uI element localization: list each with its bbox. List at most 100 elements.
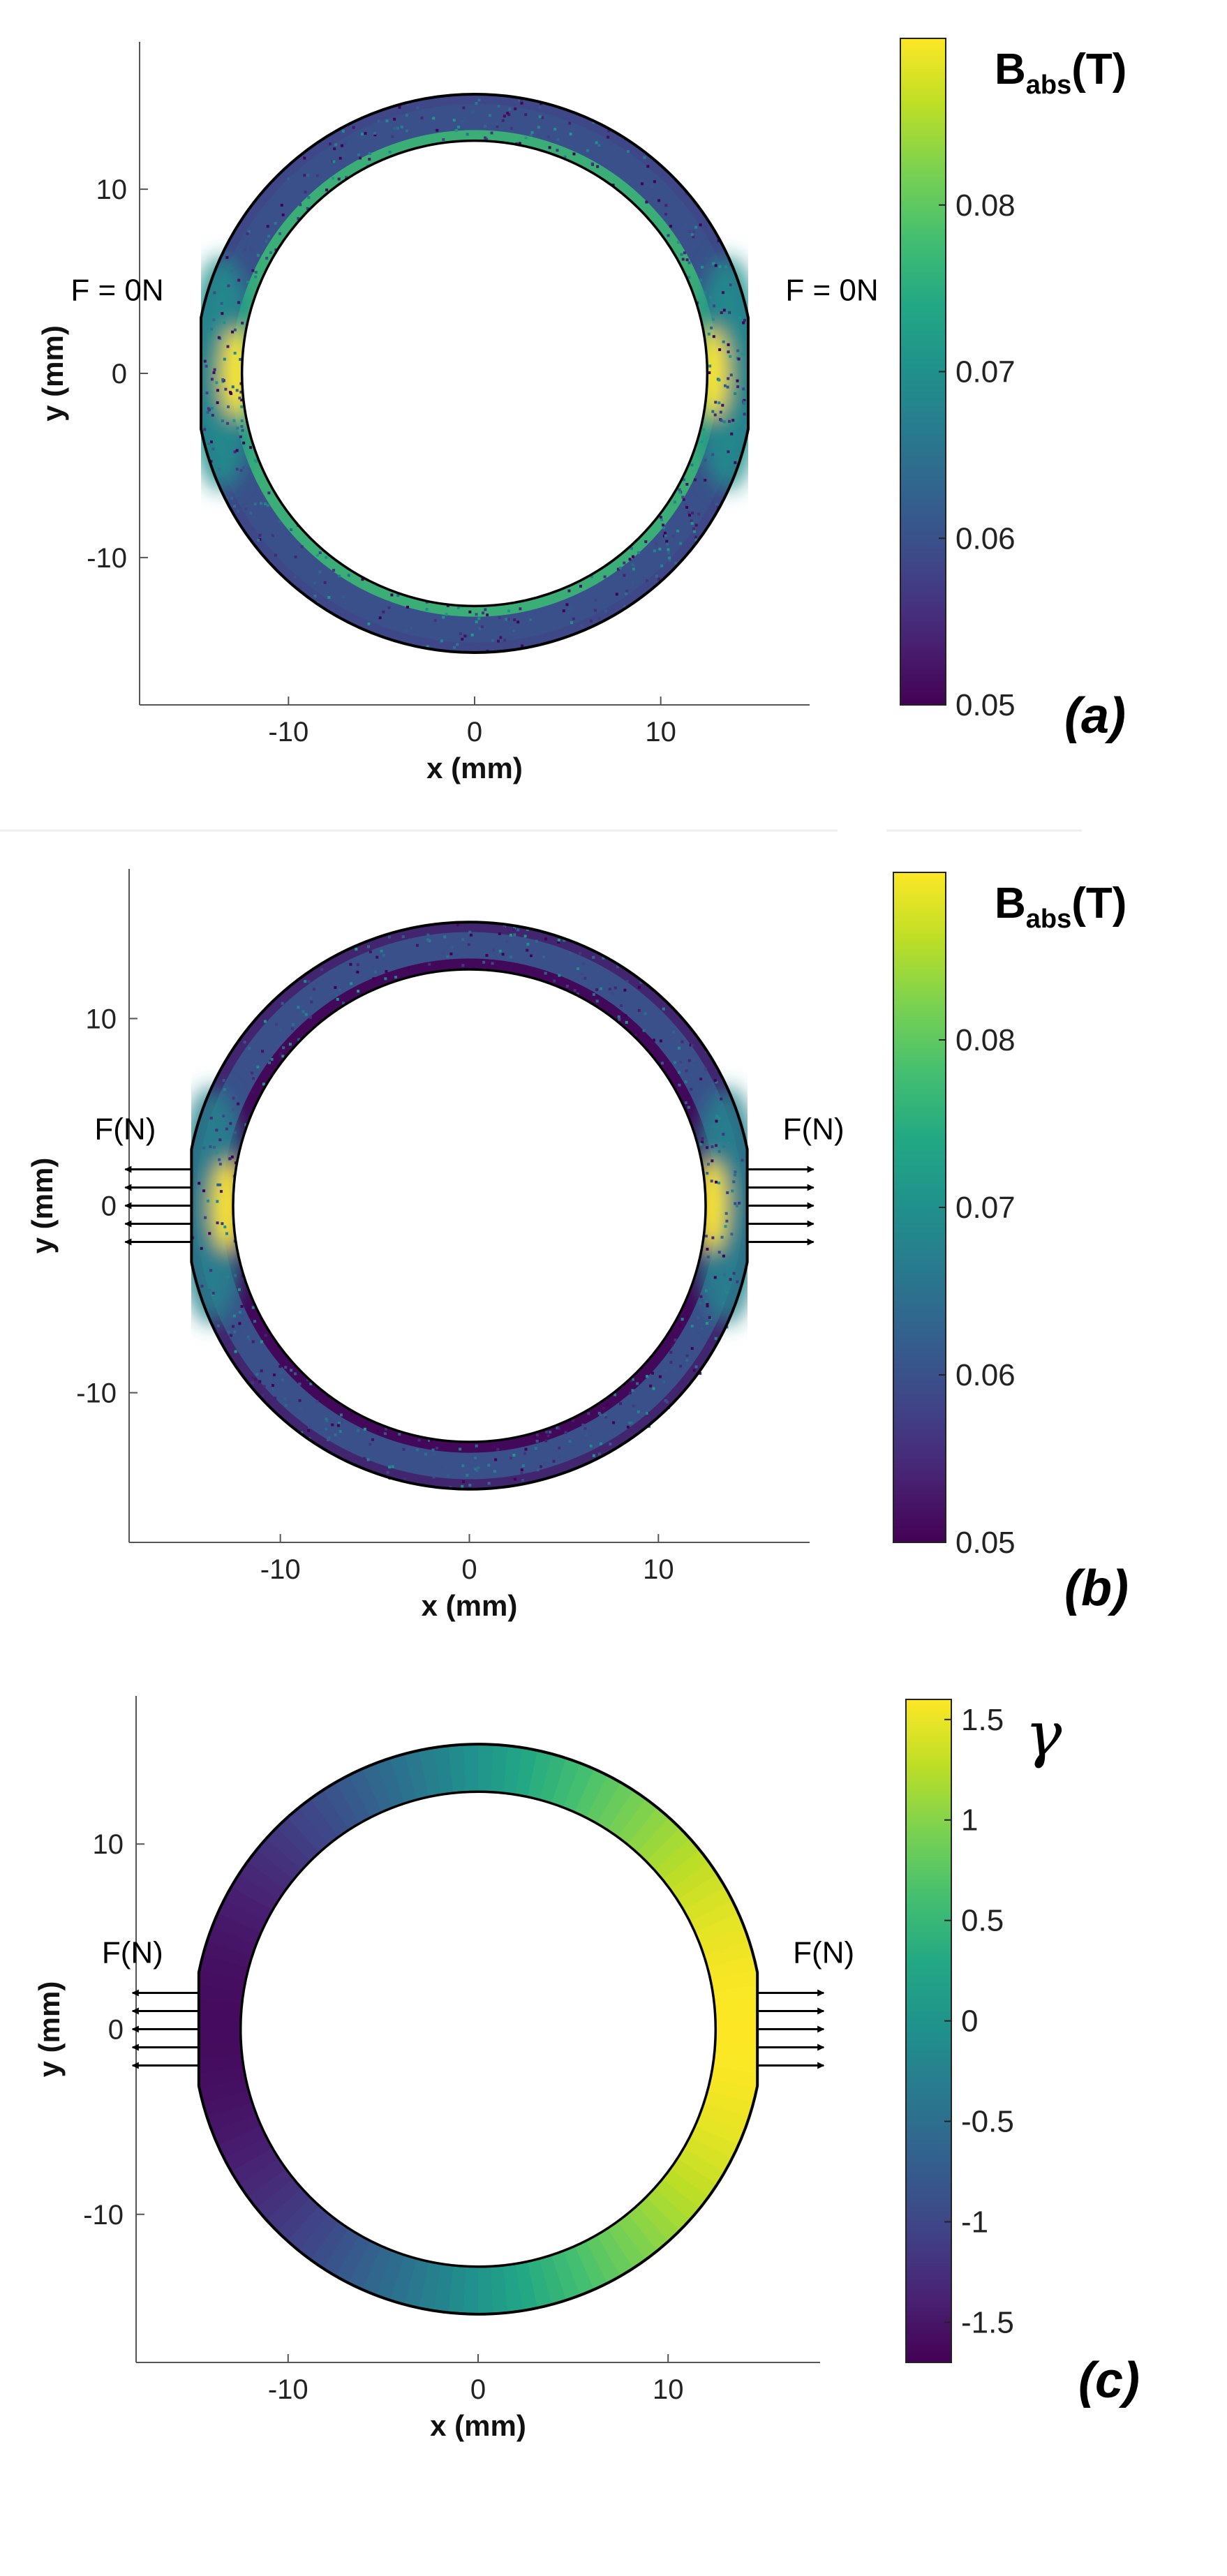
panel-label: (a): [1064, 688, 1126, 744]
speckle: [679, 1060, 683, 1064]
speckle: [459, 632, 462, 636]
speckle: [523, 1452, 526, 1455]
speckle: [441, 951, 445, 955]
gamma-sector: [596, 1782, 634, 1831]
speckle: [580, 624, 583, 627]
speckle: [736, 1280, 739, 1283]
gamma-sector: [636, 1817, 680, 1861]
speckle: [688, 514, 692, 517]
speckle: [280, 1371, 283, 1374]
speckle: [708, 364, 712, 368]
speckle: [378, 616, 382, 620]
speckle: [521, 644, 524, 648]
speckle: [722, 1254, 725, 1258]
speckle: [661, 173, 664, 177]
speckle: [692, 530, 696, 533]
speckle: [461, 964, 465, 967]
speckle: [713, 304, 716, 308]
speckle: [685, 258, 689, 262]
speckle: [498, 119, 501, 123]
speckle: [579, 584, 582, 588]
gamma-sector: [503, 2263, 524, 2313]
speckle: [594, 599, 597, 602]
speckle: [436, 128, 439, 132]
speckle: [349, 962, 352, 966]
gamma-sector: [276, 1817, 320, 1862]
speckle: [637, 985, 641, 989]
speckle: [713, 413, 717, 417]
speckle: [572, 152, 576, 156]
speckle: [254, 275, 258, 278]
speckle: [239, 435, 242, 438]
side-halos: [201, 256, 748, 491]
speckle: [209, 1269, 213, 1272]
gamma-sector: [223, 1886, 273, 1922]
gamma-sector: [199, 2078, 249, 2104]
speckle: [304, 191, 307, 194]
speckle: [443, 935, 447, 939]
speckle: [602, 1406, 605, 1410]
speckle: [207, 442, 211, 445]
speckle: [437, 620, 440, 624]
speckle: [636, 1382, 639, 1385]
gamma-sector: [563, 2245, 595, 2295]
speckle: [367, 622, 371, 625]
speckle: [507, 113, 511, 117]
speckle: [233, 352, 237, 355]
speckle: [267, 234, 271, 238]
speckle: [260, 502, 263, 505]
speckle: [398, 105, 401, 109]
speckle: [728, 419, 731, 423]
speckle: [717, 1251, 721, 1254]
speckle: [623, 140, 627, 143]
speckle: [357, 990, 360, 993]
speckle: [253, 502, 257, 506]
speckle: [632, 1404, 635, 1408]
speckle: [405, 629, 408, 632]
speckle: [681, 258, 685, 261]
force-label-left: F(N): [102, 1936, 163, 1970]
speckle: [663, 531, 667, 535]
speckle: [210, 378, 214, 381]
speckle: [274, 248, 278, 252]
speckle: [251, 1306, 255, 1309]
speckle: [535, 939, 538, 943]
speckle: [202, 425, 206, 429]
gamma-sector: [618, 2213, 658, 2260]
gamma-sector: [489, 1744, 508, 1794]
speckle: [727, 377, 730, 380]
speckle: [373, 131, 376, 135]
speckle: [514, 107, 517, 110]
x-tick-label: 10: [653, 2374, 684, 2405]
speckle: [524, 136, 528, 140]
speckle: [226, 345, 230, 348]
speckle: [692, 1369, 696, 1372]
speckle: [278, 232, 282, 235]
ring-inner-outline: [239, 1790, 717, 2268]
speckle: [595, 141, 598, 144]
speckle: [225, 255, 229, 259]
speckle: [690, 521, 694, 525]
speckle: [729, 373, 733, 377]
speckle: [568, 951, 572, 955]
speckle: [218, 1162, 222, 1166]
gamma-sector: [715, 2013, 758, 2030]
speckle: [295, 1010, 299, 1013]
speckle: [205, 392, 209, 395]
speckle: [738, 315, 741, 319]
speckle: [481, 611, 484, 615]
speckle: [540, 102, 543, 105]
colorbar-tick-label: 0.07: [955, 355, 1016, 389]
speckle: [279, 1028, 283, 1032]
speckle: [616, 567, 620, 571]
y-axis-label: y (mm): [26, 1158, 59, 1254]
gamma-sector: [224, 2136, 273, 2173]
speckle: [456, 643, 459, 646]
speckle: [345, 176, 348, 179]
speckle: [227, 1330, 230, 1334]
speckle: [249, 446, 253, 449]
speckle: [552, 1459, 556, 1463]
speckle: [694, 225, 698, 229]
speckle: [261, 1394, 265, 1397]
speckle: [300, 545, 304, 549]
